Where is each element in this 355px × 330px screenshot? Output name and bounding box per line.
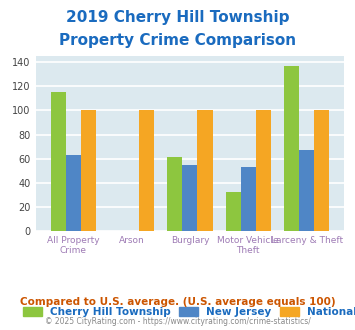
Bar (299, 150, 314, 231)
Bar (66, 155, 81, 231)
Text: © 2025 CityRating.com - https://www.cityrating.com/crime-statistics/: © 2025 CityRating.com - https://www.city… (45, 317, 310, 326)
Bar (284, 66, 299, 231)
Bar (256, 110, 271, 231)
Bar (197, 110, 213, 231)
Bar (241, 167, 256, 231)
Bar (81, 110, 96, 231)
Text: 2019 Cherry Hill Township: 2019 Cherry Hill Township (66, 10, 289, 25)
Bar (139, 110, 154, 231)
Bar (182, 165, 197, 231)
Bar (51, 92, 66, 231)
Bar (167, 157, 182, 231)
Text: Compared to U.S. average. (U.S. average equals 100): Compared to U.S. average. (U.S. average … (20, 297, 335, 307)
Bar (226, 192, 241, 231)
Legend: Cherry Hill Township, New Jersey, National: Cherry Hill Township, New Jersey, Nation… (19, 303, 355, 321)
Text: Property Crime Comparison: Property Crime Comparison (59, 33, 296, 48)
Bar (314, 110, 329, 231)
